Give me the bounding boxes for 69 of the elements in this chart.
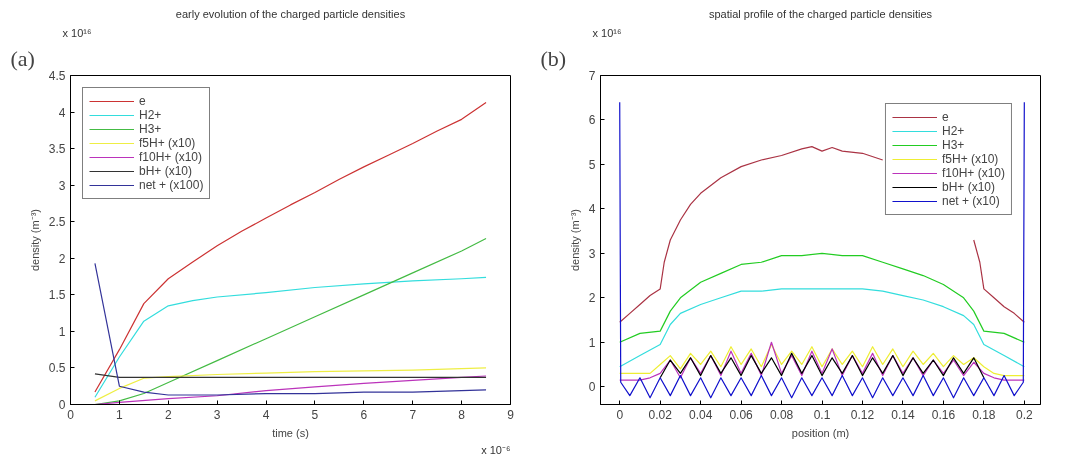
x-tick-label: 1	[116, 407, 124, 422]
y-tick-label: 3.5	[48, 142, 66, 157]
x-tick-label: 0.1	[813, 407, 831, 422]
legend-label: e	[139, 94, 147, 108]
line-series	[94, 237, 487, 405]
x-axis-title: position (m)	[791, 426, 850, 439]
y-tick-label: 0.5	[48, 361, 66, 376]
y-tick-label: 6	[588, 113, 596, 128]
x-axis-title: time (s)	[272, 426, 309, 439]
line-series	[619, 288, 1025, 368]
y-tick-label: 4.5	[48, 69, 66, 83]
legend-label: f10H+ (x10)	[139, 150, 203, 164]
y-tick-label: 2	[58, 251, 66, 266]
x-tick-label: 0.12	[850, 407, 875, 422]
legend-label: net + (x100)	[139, 178, 204, 192]
text: (b)	[540, 45, 567, 71]
x-tick-label: 0.08	[769, 407, 794, 422]
text: x 10⁻⁶	[481, 443, 511, 456]
y-tick-label: 1	[588, 335, 596, 350]
y-axis-title: density (m⁻³)	[568, 208, 581, 272]
x-tick-label: 0.16	[931, 407, 956, 422]
text: x 10¹⁶	[62, 26, 92, 39]
chart-title: spatial profile of the charged particle densities	[708, 7, 933, 20]
legend-label: f5H+ (x10)	[941, 152, 999, 166]
y-tick-label: 7	[588, 69, 596, 83]
x-tick-label: 0.04	[688, 407, 713, 422]
x-tick-label: 0.06	[729, 407, 754, 422]
legend-label: net + (x10)	[941, 194, 1000, 208]
chart-title: early evolution of the charged particle densities	[175, 7, 406, 20]
x-tick-label: 0	[616, 407, 624, 422]
y-tick-label: 5	[588, 157, 596, 172]
x-tick-label: 3	[213, 407, 221, 422]
legend-label: e	[941, 110, 950, 124]
legend-label: H2+	[941, 124, 965, 138]
x-tick-label: 0.2	[1015, 407, 1033, 422]
legend-label: f5H+ (x10)	[139, 136, 196, 150]
legend-label: H3+	[941, 138, 965, 152]
y-tick-label: 3	[588, 246, 596, 261]
y-tick-label: 1	[58, 324, 66, 339]
y-tick-label: 0	[58, 398, 66, 412]
x-tick-label: 6	[360, 407, 368, 422]
y-axis-title: density (m⁻³)	[28, 208, 41, 272]
x-tick-label: 4	[262, 407, 270, 422]
x-tick-label: 2	[164, 407, 172, 422]
legend-label: bH+ (x10)	[139, 164, 193, 178]
line-series	[94, 367, 487, 402]
y-tick-label: 0	[588, 380, 596, 395]
y-tick-label: 3	[58, 178, 66, 193]
y-tick-label: 2.5	[48, 215, 66, 230]
legend-label: H2+	[139, 108, 162, 122]
x-tick-label: 7	[409, 407, 417, 422]
line-series	[659, 352, 985, 379]
line-series	[619, 101, 1025, 399]
x-tick-label: 9	[507, 407, 515, 422]
y-tick-label: 1.5	[48, 288, 66, 303]
line-series	[619, 252, 1025, 343]
text: x 10¹⁶	[592, 26, 622, 39]
x-tick-label: 0.18	[972, 407, 996, 422]
y-tick-label: 2	[588, 291, 596, 306]
x-tick-label: 0.02	[648, 407, 673, 422]
x-tick-label: 0.14	[891, 407, 915, 422]
legend-label: bH+ (x10)	[941, 180, 995, 194]
y-tick-label: 4	[58, 105, 66, 120]
text: (a)	[10, 45, 35, 71]
legend-label: f10H+ (x10)	[941, 166, 1005, 180]
y-tick-label: 4	[588, 202, 596, 217]
legend-label: H3+	[139, 122, 162, 136]
x-tick-label: 5	[311, 407, 319, 422]
x-tick-label: 8	[458, 407, 466, 422]
